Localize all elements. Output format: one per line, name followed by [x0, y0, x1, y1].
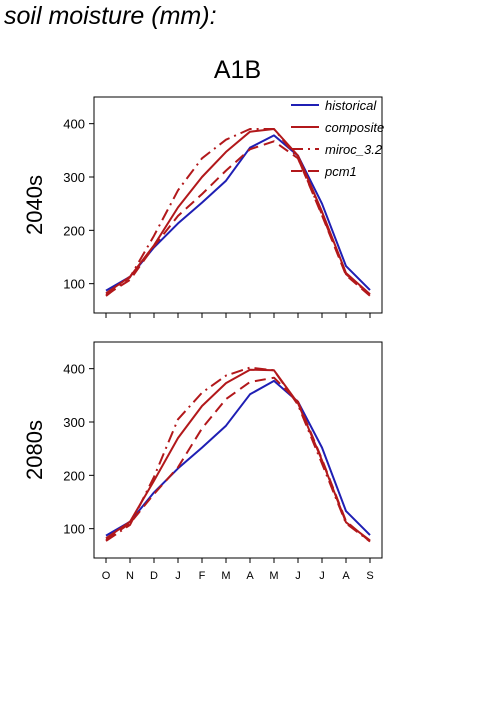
panel-2040s: 100 200 300 400 2040s [22, 96, 383, 318]
y-tick-label: 400 [63, 362, 85, 377]
x-tick-label: J [319, 570, 325, 582]
series-line-miroc-3-2 [105, 366, 371, 543]
series-line-historical [105, 134, 371, 292]
series-line-pcm1 [105, 140, 371, 297]
y-tick-label: 300 [63, 170, 85, 185]
y-tick-label: 100 [63, 277, 85, 292]
x-tick-label: N [126, 570, 134, 582]
legend-label: composite [325, 120, 384, 135]
legend-label: historical [325, 98, 377, 113]
x-tick-label: J [175, 570, 181, 582]
x-tick-label: O [102, 570, 111, 582]
x-tick-label: S [366, 570, 373, 582]
y-tick-label: 400 [63, 117, 85, 132]
x-tick-label: A [342, 570, 350, 582]
y-tick-label: 100 [63, 522, 85, 537]
row-label: 2080s [22, 420, 47, 480]
y-tick-label: 200 [63, 468, 85, 483]
scenario-title: A1B [213, 56, 262, 84]
x-tick-label: M [269, 570, 278, 582]
x-tick-label: M [221, 570, 230, 582]
series-line-composite [105, 368, 371, 542]
legend-label: pcm1 [324, 164, 357, 179]
panel-2080s: 100 200 300 400 O N D J F M A M J J A S 2080s [22, 341, 383, 582]
row-label: 2040s [22, 175, 47, 235]
y-tick-label: 300 [63, 415, 85, 430]
x-tick-label: J [295, 570, 301, 582]
y-tick-label: 200 [63, 223, 85, 238]
series-line-historical [105, 379, 371, 537]
series-line-pcm1 [105, 376, 371, 543]
legend-label: miroc_3.2 [325, 142, 383, 157]
plot-frame [93, 341, 383, 559]
x-tick-label: F [199, 570, 206, 582]
series-line-composite [105, 128, 371, 296]
x-tick-label: D [150, 570, 158, 582]
page-title: soil moisture (mm): [4, 2, 217, 30]
plot-frame [93, 96, 383, 314]
x-tick-label: A [246, 570, 254, 582]
legend: historical composite miroc_3.2 pcm1 [291, 98, 384, 179]
